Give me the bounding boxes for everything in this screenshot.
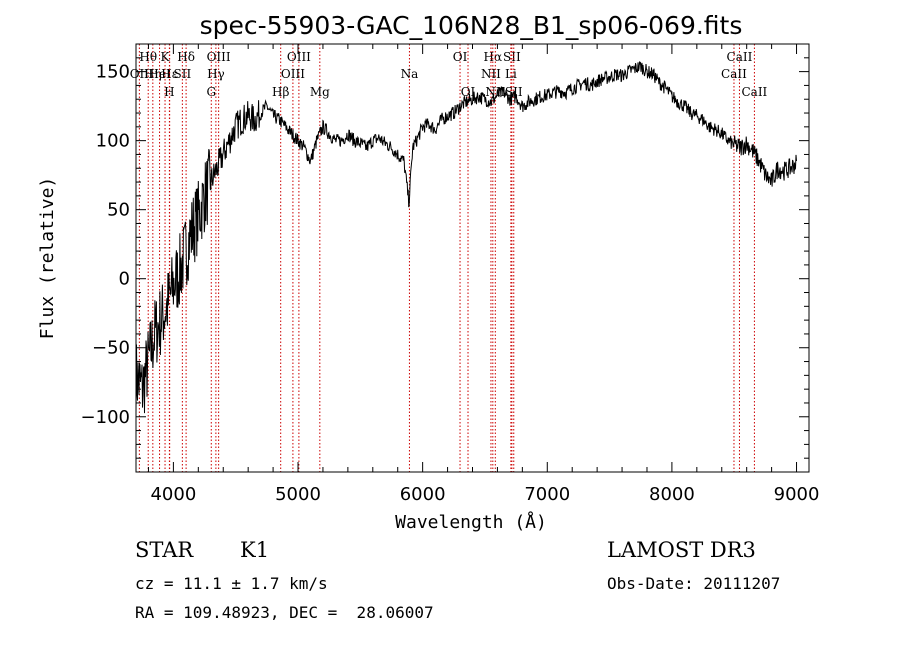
line-marker-label: OIII	[287, 50, 311, 64]
line-marker-label: Hα	[484, 50, 503, 64]
line-marker-label: OI	[461, 85, 476, 99]
line-marker-label: Hθ	[139, 50, 157, 64]
line-marker-label: K	[161, 50, 171, 64]
flux-line	[135, 61, 797, 414]
y-tick-label: 0	[119, 269, 130, 290]
x-tick-label: 7000	[524, 484, 570, 505]
line-marker-label: OIII	[207, 50, 231, 64]
line-marker-label: Hη	[144, 67, 162, 81]
line-marker-label: HeI	[148, 67, 171, 81]
observation-date: Obs-Date: 20111207	[607, 574, 781, 593]
line-marker-label: OIII	[281, 67, 305, 81]
line-marker-label: NII	[481, 67, 501, 81]
y-tick-label: −50	[92, 338, 130, 359]
y-axis-ticks: −100 −50 0 50 100 150	[81, 57, 809, 459]
x-tick-label: 6000	[400, 484, 446, 505]
line-marker-label: Hε	[161, 67, 178, 81]
line-marker-label: Li	[505, 67, 517, 81]
coordinates: RA = 109.48923, DEC = 28.06007	[135, 603, 434, 622]
redshift-velocity: cz = 11.1 ± 1.7 km/s	[135, 574, 328, 593]
plot-frame	[135, 43, 810, 473]
y-tick-label: 50	[107, 200, 130, 221]
x-tick-label: 9000	[774, 484, 820, 505]
line-marker-label: CaII	[727, 50, 753, 64]
x-axis-ticks: 4000 5000 6000 7000 8000 9000	[147, 44, 820, 505]
x-axis-label: Wavelength (Å)	[395, 511, 547, 533]
line-marker-label: OII	[130, 67, 150, 81]
x-tick-label: 4000	[150, 484, 196, 505]
line-marker-label: CaII	[721, 67, 747, 81]
line-marker-label: Mg	[310, 85, 330, 99]
y-tick-label: −100	[81, 407, 130, 428]
y-tick-label: 150	[96, 62, 130, 83]
line-marker-label: OI	[453, 50, 468, 64]
x-tick-label: 5000	[275, 484, 321, 505]
line-marker-label: SII	[503, 50, 521, 64]
line-marker-label: H	[164, 85, 174, 99]
object-subclass: K1	[240, 538, 270, 562]
y-axis-label: Flux (relative)	[37, 177, 58, 340]
chart-title: spec-55903-GAC_106N28_B1_sp06-069.fits	[200, 11, 743, 40]
line-marker-label: Hβ	[272, 85, 289, 99]
line-marker-label: G	[206, 85, 216, 99]
object-type: STAR	[135, 538, 194, 562]
x-tick-label: 8000	[649, 484, 695, 505]
line-marker-label: SII	[174, 67, 192, 81]
survey-name: LAMOST DR3	[607, 538, 756, 562]
line-marker-label: CaII	[741, 85, 767, 99]
flux-series	[135, 61, 797, 414]
line-marker-label: Na	[401, 67, 419, 81]
line-marker-label: Hδ	[177, 50, 195, 64]
y-tick-label: 100	[96, 131, 130, 152]
line-marker-label: Hγ	[207, 67, 225, 81]
